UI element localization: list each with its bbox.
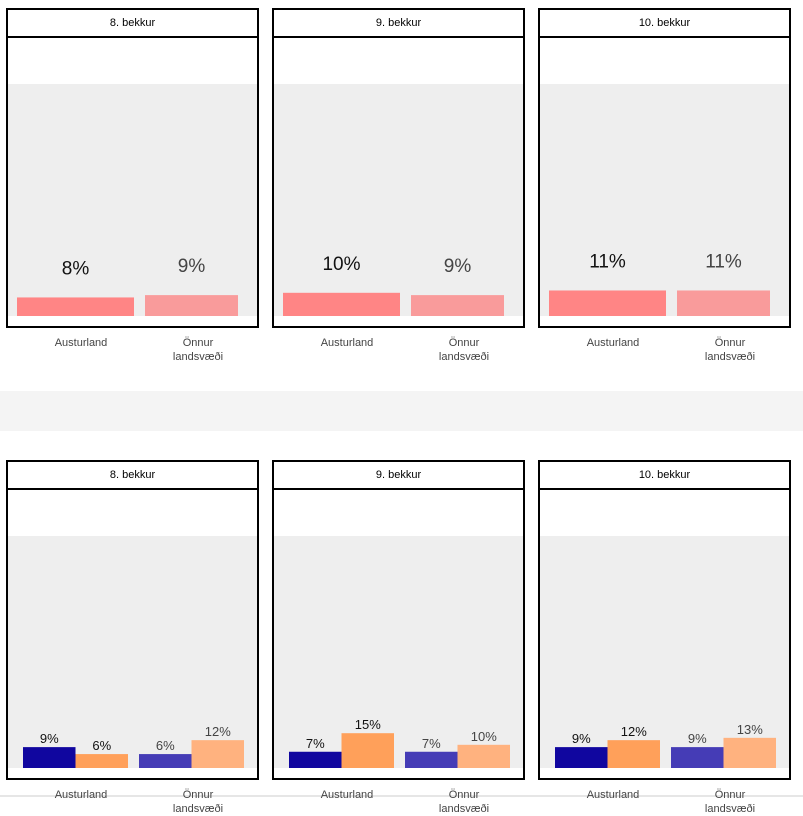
bar-value-label: 13% (737, 722, 763, 737)
bar-value-label: 12% (621, 724, 647, 739)
bar (75, 754, 128, 768)
bar (723, 737, 776, 768)
x-tick-label: Önnur landsvæði (172, 789, 224, 815)
bar-value-label: 7% (422, 736, 441, 751)
plot-area (8, 84, 257, 316)
x-tick-label: Önnur landsvæði (704, 337, 756, 363)
bar-value-label: 10% (322, 254, 360, 275)
plot-svg: 9% 12% 9% 13% (540, 536, 789, 768)
panel-title: 10. bekkur (540, 10, 789, 38)
x-tick-label: Önnur landsvæði (704, 789, 756, 815)
bar (677, 290, 770, 316)
bar (283, 292, 400, 316)
panel-title: 9. bekkur (274, 462, 523, 490)
bar-value-label: 9% (688, 731, 707, 746)
x-tick-label: Önnur landsvæði (438, 337, 490, 363)
plot-area (274, 536, 523, 768)
chart-panel: 8. bekkur 8% 9% (6, 8, 259, 328)
x-tick-label: Austurland (586, 337, 640, 349)
bar (23, 747, 76, 768)
plot-area (540, 84, 789, 316)
bar (341, 733, 394, 768)
bar (457, 744, 510, 768)
bar-value-label: 11% (705, 251, 742, 272)
bar (405, 751, 458, 768)
panel-title: 10. bekkur (540, 462, 789, 490)
plot-svg: 9% 6% 6% 12% (8, 536, 257, 768)
x-tick-label: Austurland (320, 337, 374, 349)
x-tick-label: Austurland (320, 789, 374, 801)
separator-band (0, 391, 803, 431)
bar-value-label: 8% (62, 258, 90, 279)
bar-value-label: 9% (178, 256, 206, 277)
x-tick-label: Austurland (54, 789, 108, 801)
bar-value-label: 9% (572, 731, 591, 746)
bar-value-label: 7% (306, 736, 325, 751)
bar-value-label: 15% (355, 717, 381, 732)
plot-svg: 11% 11% (540, 84, 789, 316)
bar-value-label: 11% (589, 251, 626, 272)
plot-svg: 10% 9% (274, 84, 523, 316)
bar (555, 747, 608, 768)
x-tick-label: Önnur landsvæði (172, 337, 224, 363)
panel-title: 8. bekkur (8, 10, 257, 38)
bar (139, 754, 192, 768)
chart-panel: 10. bekkur 11% 11% (538, 8, 791, 328)
plot-area (274, 84, 523, 316)
bar-value-label: 12% (205, 724, 231, 739)
chart-panel: 9. bekkur 10% 9% (272, 8, 525, 328)
panel-title: 9. bekkur (274, 10, 523, 38)
plot-svg: 8% 9% (8, 84, 257, 316)
chart-panel: 8. bekkur 9% 6% 6% 12% (6, 460, 259, 780)
panel-title: 8. bekkur (8, 462, 257, 490)
bar (671, 747, 724, 768)
bar-value-label: 6% (156, 738, 175, 753)
plot-area (540, 536, 789, 768)
bar (145, 295, 238, 316)
plot-area (8, 536, 257, 768)
x-tick-label: Austurland (54, 337, 108, 349)
bar (191, 740, 244, 768)
bar (17, 297, 134, 316)
bar-value-label: 10% (471, 729, 497, 744)
bar (549, 290, 666, 316)
bar (289, 751, 342, 768)
plot-svg: 7% 15% 7% 10% (274, 536, 523, 768)
chart-panel: 10. bekkur 9% 12% 9% 13% (538, 460, 791, 780)
bar-value-label: 9% (40, 731, 59, 746)
chart-panel: 9. bekkur 7% 15% 7% 10% (272, 460, 525, 780)
bar-value-label: 6% (92, 738, 111, 753)
bar-value-label: 9% (444, 256, 472, 277)
bar (607, 740, 660, 768)
x-tick-label: Austurland (586, 789, 640, 801)
bar (411, 295, 504, 316)
x-tick-label: Önnur landsvæði (438, 789, 490, 815)
bottom-divider (0, 795, 803, 797)
